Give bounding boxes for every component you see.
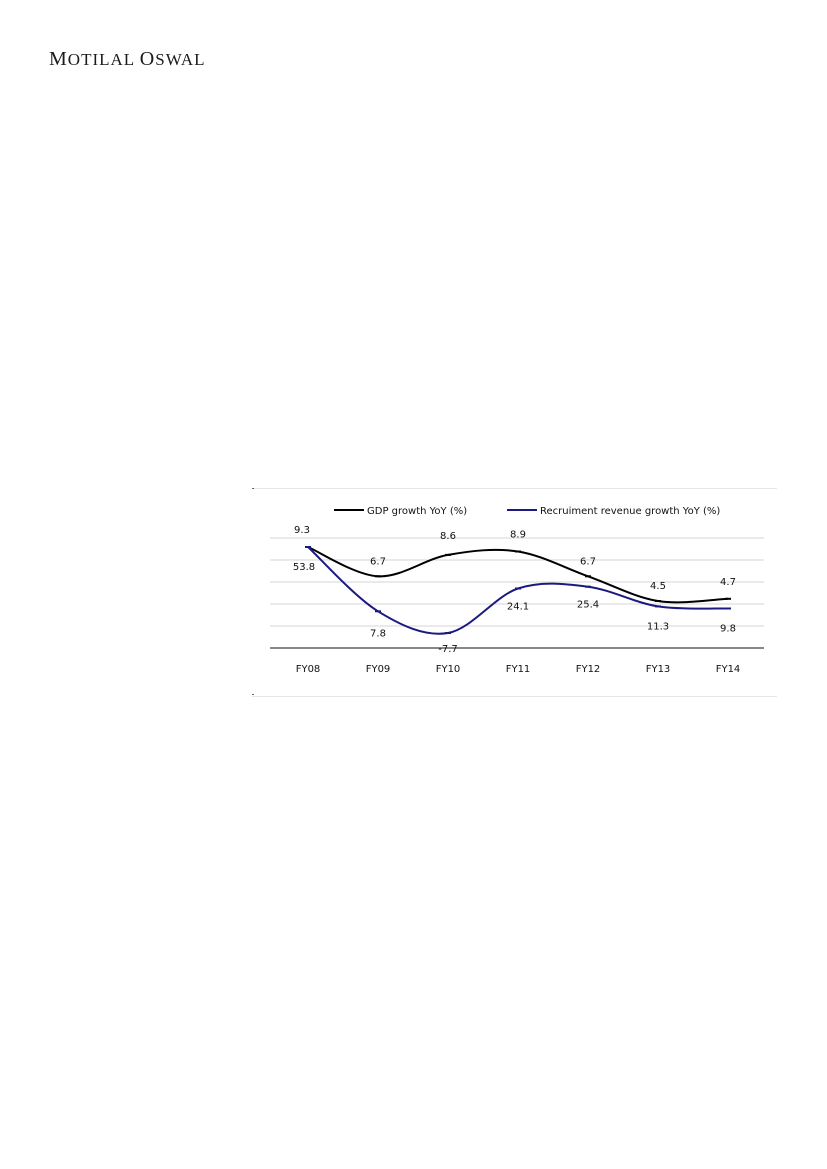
data-label: 53.8 — [293, 562, 315, 573]
data-label: 8.6 — [440, 531, 456, 542]
x-tick-label: FY09 — [366, 664, 391, 675]
data-label: 4.7 — [720, 577, 736, 588]
data-label: 6.7 — [580, 556, 596, 567]
data-label: 8.9 — [510, 530, 526, 541]
chart-corner-tick-top — [252, 488, 254, 489]
series-line-1 — [307, 546, 729, 604]
brand-initial: M — [49, 48, 68, 70]
chart-legend: GDP growth YoY (%) Recruiment revenue gro… — [334, 506, 720, 517]
x-tick-label: FY10 — [436, 664, 461, 675]
data-label: 24.1 — [507, 602, 529, 613]
x-tick-label: FY13 — [646, 664, 671, 675]
x-tick-label: FY08 — [296, 664, 321, 675]
brand-initial2: O — [139, 48, 156, 70]
data-label: 4.5 — [650, 581, 666, 592]
chart-frame — [252, 488, 777, 697]
data-label: 7.8 — [370, 628, 386, 639]
data-label: 6.7 — [370, 556, 386, 567]
data-label: 9.3 — [294, 525, 310, 536]
brand-logo: MOTILAL OSWAL — [49, 48, 206, 71]
brand-word1: OTILAL — [67, 50, 140, 69]
x-axis: FY08 FY09 FY10 FY11 FY12 FY13 FY14 — [270, 647, 764, 675]
gridlines — [270, 537, 764, 627]
data-label: 9.8 — [720, 624, 736, 635]
legend-label: Recruiment revenue growth YoY (%) — [540, 506, 720, 517]
data-label: 25.4 — [577, 600, 599, 611]
x-tick-label: FY11 — [506, 664, 531, 675]
data-labels: 9.3 6.7 8.6 8.9 6.7 4.5 4.7 53.8 7.8 -7.7 24.1 25.4… — [293, 525, 736, 655]
series-lines — [305, 546, 731, 635]
data-label: 11.3 — [647, 621, 669, 632]
data-label: -7.7 — [438, 644, 458, 655]
x-tick-label: FY12 — [576, 664, 601, 675]
line-chart: GDP growth YoY (%) Recruiment revenue gro… — [270, 506, 764, 675]
x-tick-label: FY14 — [716, 664, 741, 675]
legend-label: GDP growth YoY (%) — [367, 506, 467, 517]
brand-word2: SWAL — [155, 50, 206, 69]
chart-corner-tick-bottom — [252, 694, 254, 695]
